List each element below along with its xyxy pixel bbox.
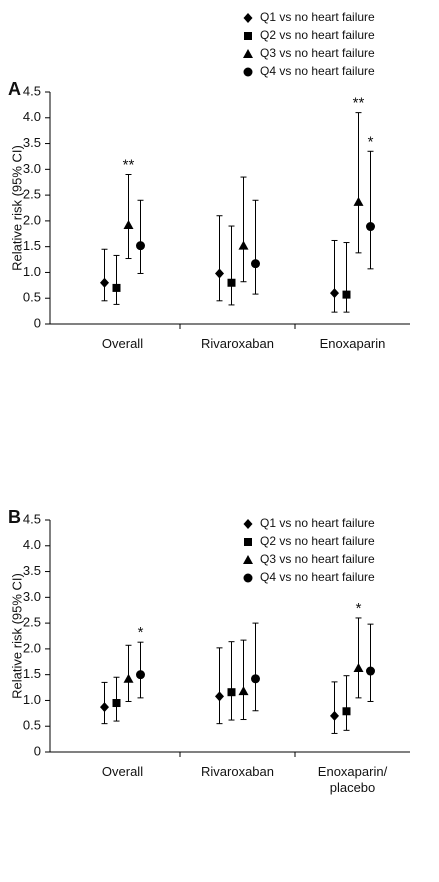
marker <box>243 519 253 529</box>
y-tick-label: 1.5 <box>23 238 41 253</box>
marker <box>243 555 253 564</box>
marker <box>330 288 339 299</box>
legend-label: Q3 vs no heart failure <box>260 46 375 60</box>
significance: ** <box>123 156 135 173</box>
marker <box>227 688 236 697</box>
marker <box>227 278 236 287</box>
marker <box>244 538 252 546</box>
y-tick-label: 4.5 <box>23 83 41 98</box>
y-tick-label: 3.0 <box>23 161 41 176</box>
y-tick-label: 4.0 <box>23 109 41 124</box>
marker <box>215 268 224 279</box>
marker <box>238 240 249 250</box>
panel-label: A <box>8 79 21 99</box>
legend-label: Q2 vs no heart failure <box>260 534 375 548</box>
marker <box>251 259 260 269</box>
y-tick-label: 2.5 <box>23 187 41 202</box>
y-tick-label: 1.5 <box>23 666 41 681</box>
marker <box>123 673 134 683</box>
y-tick-label: 3.5 <box>23 135 41 150</box>
marker <box>100 702 109 713</box>
marker <box>353 662 364 672</box>
marker <box>243 49 253 58</box>
x-tick-label: Rivaroxaban <box>201 764 274 779</box>
y-tick-label: 3.5 <box>23 563 41 578</box>
significance: * <box>356 600 362 617</box>
y-tick-label: 2.0 <box>23 640 41 655</box>
x-tick-label: Overall <box>101 336 144 351</box>
marker <box>215 691 224 702</box>
legend-label: Q4 vs no heart failure <box>260 64 375 78</box>
marker <box>243 67 253 77</box>
y-axis-title: Relative risk (95% CI) <box>9 145 24 271</box>
y-tick-label: 3.0 <box>23 589 41 604</box>
marker <box>100 277 109 288</box>
y-tick-label: 1.0 <box>23 264 41 279</box>
y-tick-label: 4.0 <box>23 537 41 552</box>
legend-label: Q3 vs no heart failure <box>260 552 375 566</box>
significance: * <box>138 624 144 641</box>
marker <box>244 32 252 40</box>
significance: ** <box>353 95 365 112</box>
marker <box>238 686 249 696</box>
legend-label: Q1 vs no heart failure <box>260 10 375 24</box>
y-tick-label: 0.5 <box>23 290 41 305</box>
y-tick-label: 2.5 <box>23 615 41 630</box>
marker <box>112 699 121 708</box>
panel-label: B <box>8 507 21 527</box>
marker <box>366 222 375 232</box>
y-tick-label: 1.0 <box>23 692 41 707</box>
y-tick-label: 0 <box>34 743 41 758</box>
marker <box>342 707 351 716</box>
y-tick-label: 2.0 <box>23 212 41 227</box>
marker <box>136 670 145 680</box>
marker <box>243 573 253 583</box>
marker <box>366 666 375 676</box>
x-tick-label: Enoxaparin/ placebo <box>317 764 388 795</box>
marker <box>251 674 260 684</box>
legend-label: Q1 vs no heart failure <box>260 516 375 530</box>
x-tick-label: Overall <box>101 764 144 779</box>
legend-label: Q2 vs no heart failure <box>260 28 375 42</box>
legend-label: Q4 vs no heart failure <box>260 570 375 584</box>
y-tick-label: 0 <box>34 315 41 330</box>
significance: * <box>368 133 374 150</box>
marker <box>243 13 253 23</box>
marker <box>136 241 145 251</box>
x-tick-label: Rivaroxaban <box>201 336 274 351</box>
marker <box>353 196 364 206</box>
y-tick-label: 0.5 <box>23 718 41 733</box>
marker <box>330 710 339 721</box>
marker <box>112 283 121 292</box>
y-tick-label: 4.5 <box>23 511 41 526</box>
x-tick-label: Enoxaparin <box>319 336 386 351</box>
y-axis-title: Relative risk (95% CI) <box>9 573 24 699</box>
marker <box>342 290 351 299</box>
marker <box>123 220 134 230</box>
